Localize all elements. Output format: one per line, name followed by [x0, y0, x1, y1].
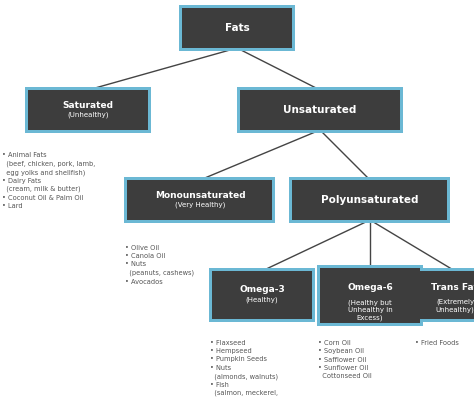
Text: Monounsaturated: Monounsaturated — [155, 191, 246, 200]
Text: Omega-6: Omega-6 — [347, 283, 393, 293]
Text: Unsaturated: Unsaturated — [283, 105, 357, 115]
Text: Trans Fat: Trans Fat — [431, 283, 474, 293]
Text: Fats: Fats — [225, 23, 249, 33]
FancyBboxPatch shape — [320, 268, 420, 322]
FancyBboxPatch shape — [125, 177, 275, 223]
FancyBboxPatch shape — [408, 268, 474, 322]
FancyBboxPatch shape — [290, 177, 450, 223]
FancyBboxPatch shape — [182, 8, 292, 48]
FancyBboxPatch shape — [240, 90, 400, 130]
FancyBboxPatch shape — [212, 271, 312, 319]
FancyBboxPatch shape — [292, 180, 447, 220]
Text: • Corn Oil
• Soybean Oil
• Safflower Oil
• Sunflower Oil
  Cottonseed Oil: • Corn Oil • Soybean Oil • Safflower Oil… — [318, 340, 372, 379]
FancyBboxPatch shape — [209, 268, 315, 322]
Text: Polyunsaturated: Polyunsaturated — [321, 195, 419, 205]
FancyBboxPatch shape — [179, 5, 295, 51]
FancyBboxPatch shape — [128, 180, 273, 220]
Text: Omega-3: Omega-3 — [239, 285, 285, 295]
FancyBboxPatch shape — [317, 264, 423, 326]
Text: (Healthy but
Unhealthy in
Excess): (Healthy but Unhealthy in Excess) — [347, 299, 392, 321]
FancyBboxPatch shape — [411, 271, 474, 319]
Text: Saturated: Saturated — [63, 100, 113, 110]
FancyBboxPatch shape — [28, 90, 148, 130]
Text: (Unhealthy): (Unhealthy) — [67, 112, 109, 118]
Text: • Olive Oil
• Canola Oil
• Nuts
  (peanuts, cashews)
• Avocados: • Olive Oil • Canola Oil • Nuts (peanuts… — [125, 245, 194, 285]
Text: • Flaxseed
• Hempseed
• Pumpkin Seeds
• Nuts
  (almonds, walnuts)
• Fish
  (salm: • Flaxseed • Hempseed • Pumpkin Seeds • … — [210, 340, 292, 397]
FancyBboxPatch shape — [25, 87, 151, 133]
Text: (Very Healthy): (Very Healthy) — [175, 202, 225, 208]
Text: • Animal Fats
  (beef, chicken, pork, lamb,
  egg yolks and shellfish)
• Dairy F: • Animal Fats (beef, chicken, pork, lamb… — [2, 152, 95, 209]
FancyBboxPatch shape — [237, 87, 403, 133]
Text: • Fried Foods: • Fried Foods — [415, 340, 459, 346]
Text: (Healthy): (Healthy) — [246, 297, 278, 303]
Text: (Extremely
Unhealthy): (Extremely Unhealthy) — [436, 299, 474, 313]
